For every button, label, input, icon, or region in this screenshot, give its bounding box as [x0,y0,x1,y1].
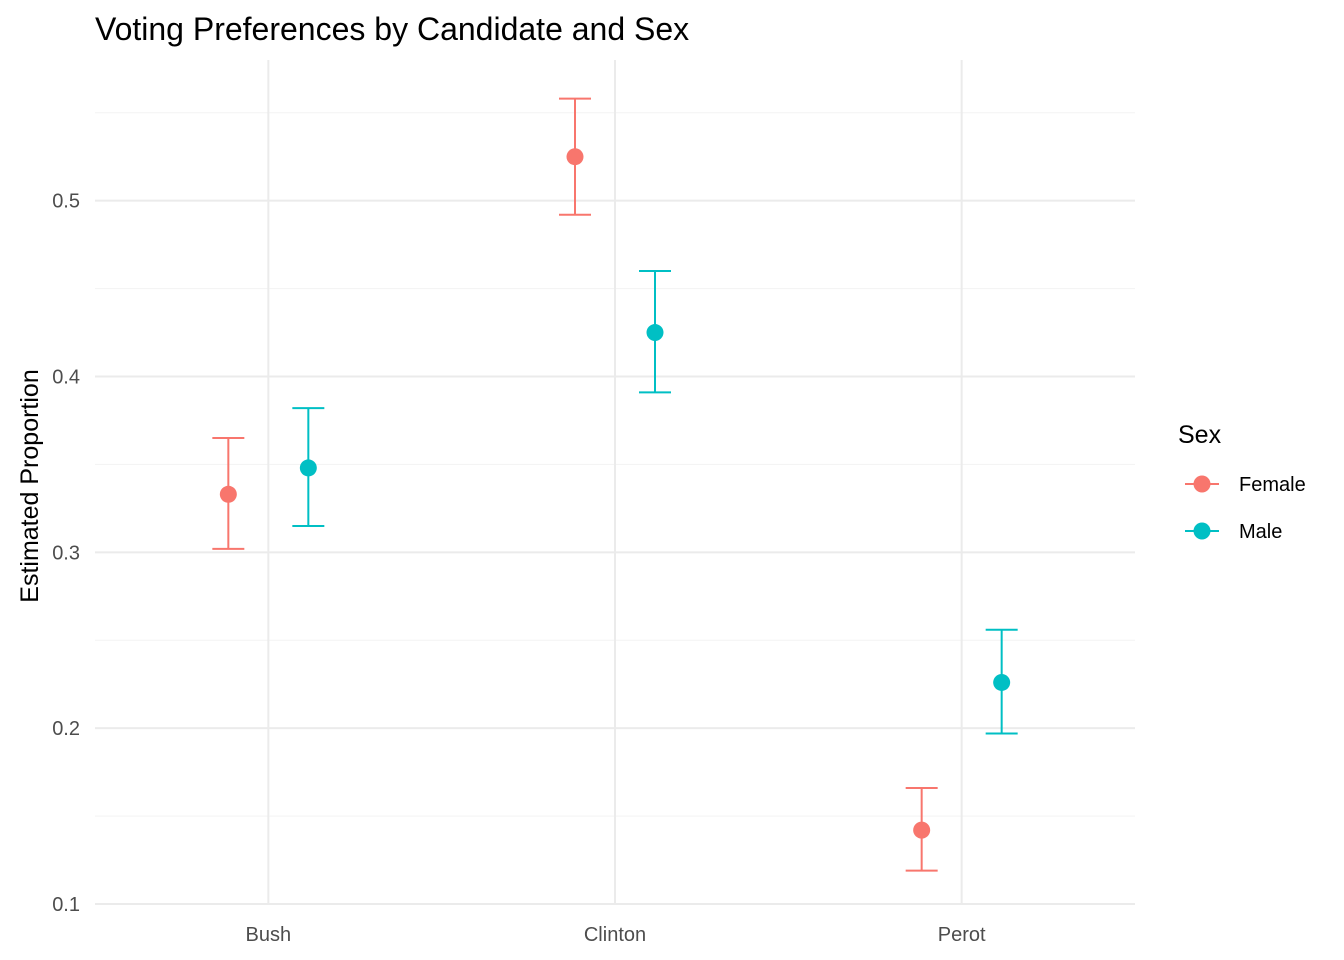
y-tick-label: 0.1 [52,894,80,916]
x-tick-label: Perot [938,924,986,946]
legend-item: Male [1185,521,1282,543]
y-tick-label: 0.4 [52,367,80,389]
legend-item: Female [1185,474,1306,496]
x-tick-label: Clinton [584,924,646,946]
data-point [566,148,584,166]
x-tick-label: Bush [246,924,292,946]
legend-title: Sex [1178,421,1222,449]
data-point [913,821,931,839]
y-axis-title: Estimated Proportion [16,369,44,602]
legend-key-point [1193,475,1211,493]
legend-label: Male [1239,521,1282,543]
data-point [993,673,1011,691]
y-tick-label: 0.5 [52,191,80,213]
legend-key-point [1193,522,1211,540]
y-tick-label: 0.3 [52,542,80,564]
data-point [646,324,664,342]
legend: Sex Female Male [1178,421,1306,543]
y-axis-ticks: 0.1 0.2 0.3 0.4 0.5 [52,191,80,916]
data-point [219,485,237,503]
y-tick-label: 0.2 [52,718,80,740]
legend-label: Female [1239,474,1306,496]
data-points [219,148,1011,839]
x-axis-ticks: Bush Clinton Perot [246,924,986,946]
grid-lines [95,60,1135,905]
data-point [299,459,317,477]
chart-title: Voting Preferences by Candidate and Sex [95,11,689,47]
